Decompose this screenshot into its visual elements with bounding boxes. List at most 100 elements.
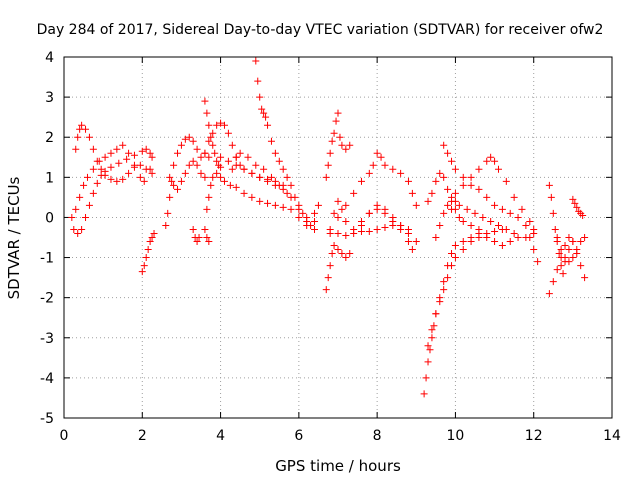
data-point [451,197,459,205]
data-point [256,197,264,205]
x-tick-label: 6 [294,428,303,444]
data-point [338,141,346,149]
series-arc-ab [553,234,589,266]
y-tick-label: -3 [40,331,54,347]
data-point [428,189,436,197]
series-arc-b [72,121,156,185]
series-arc-x [440,141,542,266]
data-point [569,195,577,203]
data-point [408,246,416,254]
data-point [264,199,272,207]
data-point [201,149,209,157]
data-point [203,205,211,213]
x-axis-label: GPS time / hours [275,457,401,475]
data-point [430,322,438,330]
data-point [314,201,322,209]
data-point [397,169,405,177]
data-point [451,254,459,262]
x-tick-label: 2 [138,428,147,444]
data-point [262,113,270,121]
data-point [107,163,115,171]
data-point [436,294,444,302]
data-point [146,165,154,173]
data-point [342,201,350,209]
data-point [346,250,354,258]
data-point [78,225,86,233]
x-tick-label: 4 [216,428,225,444]
data-point [326,262,334,270]
data-point [432,177,440,185]
data-point [510,229,518,237]
data-point [459,238,467,246]
series-arc-d [138,229,158,276]
data-point [267,173,275,181]
data-point [389,213,397,221]
series-arc-aa [545,234,589,298]
data-point [236,149,244,157]
series-arc-t [420,225,506,398]
data-point [252,57,260,65]
data-point [471,209,479,217]
data-point [283,189,291,197]
data-point [260,165,268,173]
data-point [217,153,225,161]
data-point [97,165,105,173]
data-point [136,161,144,169]
data-point [549,278,557,286]
data-point [444,185,452,193]
data-point [201,97,209,105]
data-point [146,238,154,246]
x-tick-label: 0 [60,428,69,444]
data-point [475,165,483,173]
data-point [205,153,213,161]
data-point [189,157,197,165]
data-point [228,141,236,149]
y-tick-labels: -5 -4 -3 -2 -1 0 1 2 3 4 [40,50,54,427]
data-point [193,145,201,153]
data-point [72,145,80,153]
data-point [557,262,565,270]
data-point [338,250,346,258]
series-arc-k [217,153,322,221]
data-point [545,290,553,298]
data-point [93,179,101,187]
data-point [264,177,272,185]
data-point [70,225,78,233]
data-point [377,153,385,161]
data-point [491,227,499,235]
data-point [113,177,121,185]
data-point [164,209,172,217]
data-point [373,149,381,157]
data-point [248,169,256,177]
series-arc-n [322,242,354,294]
data-point [330,209,338,217]
data-point [328,137,336,145]
data-point [334,229,342,237]
data-point [451,242,459,250]
data-point [324,161,332,169]
data-point [357,227,365,235]
data-point [279,203,287,211]
data-point [514,213,522,221]
data-point [408,189,416,197]
data-point [181,169,189,177]
data-point [205,121,213,129]
data-point [83,173,91,181]
data-point [205,238,213,246]
y-tick-label: 4 [45,50,54,66]
x-tick-labels: 0 2 4 6 8 10 12 14 [60,428,621,444]
data-point [581,234,589,241]
data-point [170,181,178,189]
data-point [561,254,569,262]
data-point [336,133,344,141]
data-point [267,137,275,145]
data-point [426,346,434,354]
series-arc-ac [569,195,587,219]
data-point [545,181,553,189]
data-point [271,149,279,157]
data-point [130,161,138,169]
data-point [332,117,340,125]
data-point [491,157,499,165]
data-point [240,165,248,173]
data-point [491,201,499,209]
